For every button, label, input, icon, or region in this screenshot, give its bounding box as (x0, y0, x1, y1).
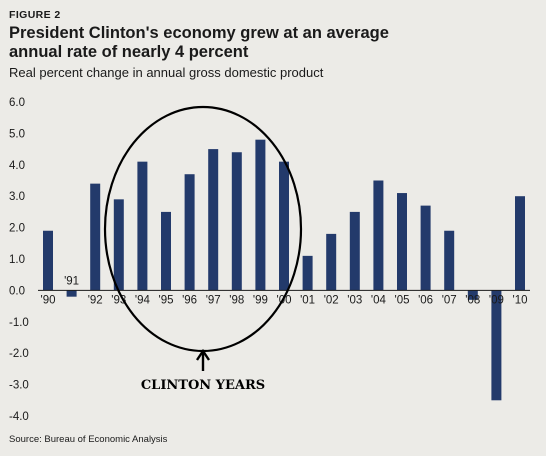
bar (43, 230, 53, 291)
x-tick-label: '02 (324, 294, 339, 306)
bar (491, 290, 502, 401)
annotation-arrow-head (196, 348, 210, 361)
x-tick-label: '97 (206, 294, 221, 306)
bar-series (43, 139, 525, 401)
y-tick-label: 1.0 (9, 254, 25, 266)
bar (113, 199, 124, 291)
bar (66, 290, 77, 297)
y-tick-label: -1.0 (9, 317, 29, 329)
y-axis: 6.0 5.0 4.0 3.0 2.0 1.0 0.0 -1.0 -2.0 -3.0 -4.0 (9, 97, 29, 423)
y-tick-label: 0.0 (9, 285, 25, 297)
clinton-years-annotation: CLINTON YEARS (103, 105, 303, 393)
y-tick-label: 5.0 (9, 128, 25, 140)
x-tick-label: '06 (418, 294, 433, 306)
annotation-label: CLINTON YEARS (141, 378, 265, 393)
bar (231, 152, 242, 291)
y-tick-label: -2.0 (9, 348, 29, 360)
x-tick-label: '92 (88, 294, 103, 306)
x-tick-label: '05 (395, 294, 410, 306)
bar (397, 193, 407, 291)
bar (90, 183, 101, 291)
x-tick-label: '10 (513, 294, 528, 306)
x-tick-label: '94 (135, 294, 151, 306)
bar (467, 290, 478, 300)
x-tick-label: '99 (253, 294, 268, 306)
bar (208, 149, 219, 291)
bar (161, 211, 171, 291)
x-tick-label: '01 (300, 294, 315, 306)
bar (184, 174, 195, 291)
x-tick-label: '90 (41, 294, 56, 306)
y-tick-label: 3.0 (9, 191, 25, 203)
y-tick-label: -4.0 (9, 411, 29, 423)
x-tick-label: '95 (159, 294, 174, 306)
x-tick-label: '07 (442, 294, 457, 306)
bar (302, 255, 313, 291)
x-tick-label: '98 (229, 294, 244, 306)
bar (255, 139, 266, 291)
figure-label: FIGURE 2 (9, 9, 61, 21)
x-tick-label: '08 (465, 294, 480, 306)
y-tick-label: -3.0 (9, 380, 29, 392)
y-tick-label: 4.0 (9, 160, 25, 172)
bar (349, 211, 360, 291)
x-tick-label: '09 (489, 294, 504, 306)
bar (326, 233, 337, 291)
bar (444, 230, 455, 291)
x-tick-label: '91 (64, 275, 79, 287)
bar (373, 180, 384, 291)
bar (279, 161, 289, 291)
chart-subtitle: Real percent change in annual gross dome… (9, 65, 324, 80)
chart-title: President Clinton's economy grew at an a… (9, 24, 389, 61)
bar (137, 161, 148, 291)
y-tick-label: 2.0 (9, 223, 25, 235)
source-note: Source: Bureau of Economic Analysis (9, 434, 168, 445)
x-tick-label: '96 (182, 294, 197, 306)
y-tick-label: 6.0 (9, 97, 25, 109)
bar (420, 205, 431, 291)
x-tick-label: '04 (371, 294, 387, 306)
bar (515, 196, 525, 291)
clinton-years-ellipse (103, 105, 303, 353)
x-tick-label: '03 (347, 294, 362, 306)
